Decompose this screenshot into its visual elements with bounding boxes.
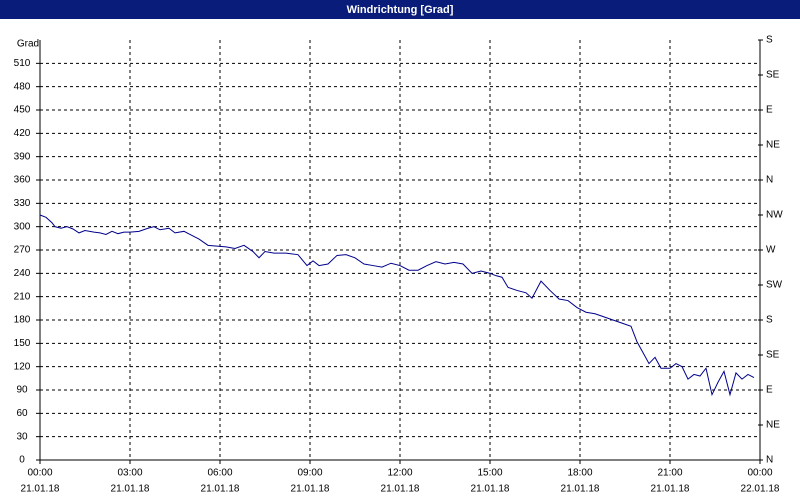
x-tick-date: 21.01.18 [381, 484, 420, 495]
x-tick-label: 00:00 [747, 468, 772, 479]
y2-tick-label: NW [766, 210, 783, 221]
y-tick-label: 420 [14, 128, 31, 139]
y-tick-label: 330 [14, 198, 31, 209]
y-tick-label: 270 [14, 245, 31, 256]
x-tick-label: 06:00 [207, 468, 232, 479]
x-tick-date: 21.01.18 [111, 484, 150, 495]
title-bar [0, 0, 800, 19]
y-tick-label: 120 [14, 361, 31, 372]
y2-tick-label: W [766, 245, 776, 256]
y2-tick-label: S [766, 35, 773, 46]
x-tick-date: 22.01.18 [741, 484, 780, 495]
x-tick-label: 09:00 [297, 468, 322, 479]
y-axis-label: Grad [17, 39, 39, 50]
data-line [39, 214, 755, 397]
y-tick-label: 90 [16, 385, 28, 396]
x-tick-date: 21.01.18 [471, 484, 510, 495]
x-tick-date: 21.01.18 [561, 484, 600, 495]
y-tick-label: 300 [14, 221, 31, 232]
x-tick-label: 18:00 [567, 468, 592, 479]
y-tick-label: 180 [14, 315, 31, 326]
y-tick-label: 510 [14, 58, 31, 69]
x-tick-date: 21.01.18 [291, 484, 330, 495]
y-tick-label: 480 [14, 81, 31, 92]
x-tick-label: 21:00 [657, 468, 682, 479]
x-tick-date: 21.01.18 [651, 484, 690, 495]
y2-tick-label: N [766, 455, 773, 466]
y2-tick-label: N [766, 175, 773, 186]
y-tick-label: 360 [14, 175, 31, 186]
y-tick-label: 30 [16, 431, 28, 442]
x-tick-label: 15:00 [477, 468, 502, 479]
y2-tick-label: NE [766, 420, 780, 431]
y-tick-label: 0 [19, 455, 25, 466]
x-tick-label: 03:00 [117, 468, 142, 479]
chart-title: Windrichtung [Grad] [347, 4, 454, 16]
x-tick-label: 00:00 [27, 468, 52, 479]
x-tick-label: 12:00 [387, 468, 412, 479]
y2-tick-label: S [766, 315, 773, 326]
y-tick-label: 60 [16, 408, 28, 419]
x-tick-date: 21.01.18 [201, 484, 240, 495]
y-tick-label: 240 [14, 268, 31, 279]
y-tick-label: 150 [14, 338, 31, 349]
y-tick-label: 390 [14, 151, 31, 162]
x-tick-date: 21.01.18 [21, 484, 60, 495]
y2-tick-label: SE [766, 350, 780, 361]
y-tick-label: 450 [14, 105, 31, 116]
y2-tick-label: E [766, 105, 773, 116]
y-tick-label: 210 [14, 291, 31, 302]
y2-tick-label: NE [766, 140, 780, 151]
y2-tick-label: SE [766, 70, 780, 81]
y2-tick-label: SW [766, 280, 783, 291]
y2-tick-label: E [766, 385, 773, 396]
